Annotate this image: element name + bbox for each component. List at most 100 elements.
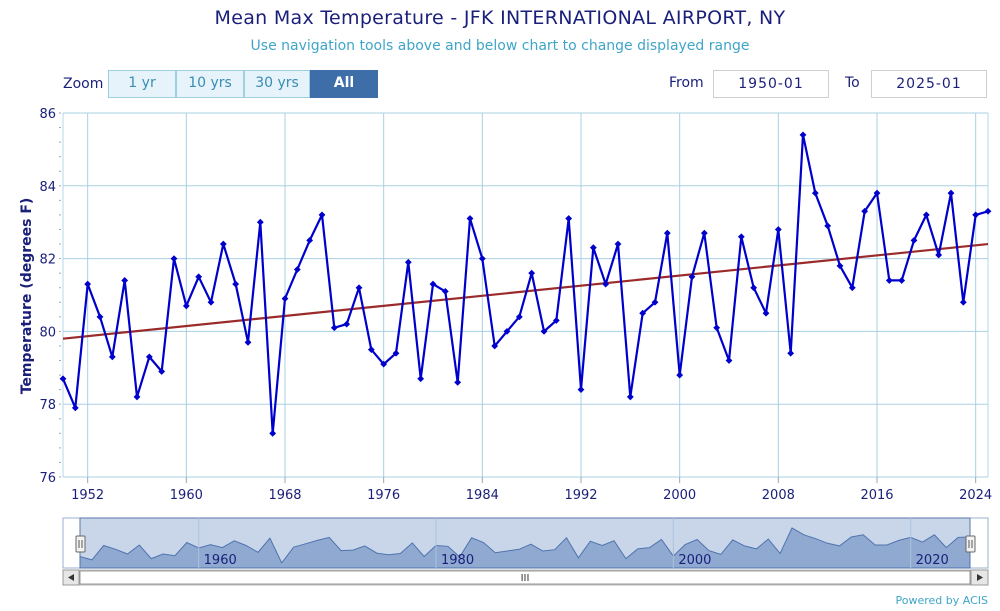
data-point bbox=[885, 277, 893, 284]
x-tick-label: 2008 bbox=[762, 488, 795, 503]
data-point bbox=[195, 273, 203, 281]
data-point bbox=[392, 349, 400, 357]
y-tick-label: 78 bbox=[39, 398, 56, 413]
data-point bbox=[429, 280, 437, 288]
navigator-right-handle[interactable] bbox=[965, 535, 976, 553]
to-date-input[interactable]: 2025-01 bbox=[871, 70, 987, 98]
data-point bbox=[133, 393, 141, 401]
x-tick-label: 1952 bbox=[71, 488, 104, 503]
data-point bbox=[528, 269, 536, 277]
data-point bbox=[170, 255, 178, 262]
x-tick-label: 1960 bbox=[170, 488, 203, 503]
data-point bbox=[466, 215, 474, 222]
data-point bbox=[552, 317, 560, 324]
data-point bbox=[602, 280, 610, 288]
credit-link[interactable]: Powered by ACIS bbox=[895, 594, 989, 607]
data-point bbox=[663, 229, 671, 237]
data-point bbox=[725, 357, 733, 364]
x-tick-label: 2024 bbox=[959, 488, 992, 503]
data-point bbox=[774, 226, 782, 233]
data-point bbox=[441, 287, 449, 295]
data-point bbox=[515, 313, 523, 321]
data-point bbox=[256, 218, 264, 226]
x-tick-label: 1968 bbox=[268, 488, 301, 503]
data-point bbox=[380, 360, 388, 368]
x-tick-label: 1992 bbox=[564, 488, 597, 503]
data-point bbox=[417, 375, 425, 383]
navigator[interactable]: 1960 1980 2000 2020 III bbox=[62, 517, 989, 586]
x-tick-label: 2000 bbox=[663, 488, 696, 503]
data-point bbox=[540, 328, 548, 335]
data-point bbox=[824, 222, 832, 230]
data-point bbox=[589, 244, 597, 252]
y-tick-label: 80 bbox=[39, 325, 56, 340]
data-point bbox=[910, 237, 918, 244]
navigator-area bbox=[79, 527, 971, 569]
zoom-1yr-button[interactable]: 1 yr bbox=[108, 70, 176, 98]
zoom-all-button[interactable]: All bbox=[310, 70, 378, 98]
data-point bbox=[799, 131, 807, 139]
y-tick-label: 82 bbox=[39, 253, 56, 268]
data-point bbox=[404, 258, 412, 266]
data-point bbox=[293, 266, 301, 273]
navigator-left-handle[interactable] bbox=[75, 535, 86, 553]
grid-layer bbox=[62, 112, 989, 478]
zoom-label: Zoom bbox=[63, 76, 104, 92]
data-point bbox=[873, 189, 881, 197]
x-tick-label: 1984 bbox=[466, 488, 499, 503]
scrollbar-grip: III bbox=[521, 573, 530, 584]
navigator-label: 2020 bbox=[916, 553, 949, 568]
data-point bbox=[811, 189, 819, 197]
data-point bbox=[232, 280, 240, 288]
y-tick-label: 76 bbox=[39, 471, 56, 486]
data-point bbox=[145, 353, 153, 361]
series-layer bbox=[59, 131, 992, 437]
navigator-label: 1960 bbox=[204, 553, 237, 568]
data-point bbox=[84, 280, 92, 288]
data-point bbox=[972, 211, 980, 219]
data-point bbox=[454, 378, 462, 386]
data-point bbox=[639, 309, 647, 317]
data-point bbox=[355, 284, 363, 292]
data-point bbox=[182, 302, 190, 310]
data-point bbox=[762, 309, 770, 317]
data-point bbox=[984, 207, 992, 215]
data-point bbox=[219, 240, 227, 248]
y-tick-label: 84 bbox=[39, 180, 56, 195]
data-point bbox=[71, 404, 79, 412]
data-point bbox=[59, 375, 67, 383]
data-point bbox=[861, 207, 869, 215]
y-tick-label: 86 bbox=[39, 107, 56, 122]
data-point bbox=[836, 262, 844, 270]
from-date-input[interactable]: 1950-01 bbox=[713, 70, 829, 98]
chart-subtitle: Use navigation tools above and below cha… bbox=[250, 38, 750, 54]
data-point bbox=[158, 368, 166, 375]
data-point bbox=[244, 338, 252, 346]
data-point bbox=[269, 429, 277, 437]
data-point bbox=[565, 215, 573, 222]
arrow-right-icon bbox=[977, 574, 983, 581]
data-point bbox=[750, 284, 758, 292]
data-point bbox=[947, 189, 955, 197]
data-point bbox=[96, 313, 104, 321]
y-axis-label: Temperature (degrees F) bbox=[19, 198, 35, 395]
data-point bbox=[651, 298, 659, 306]
scrollbar-thumb[interactable] bbox=[79, 570, 971, 585]
data-point bbox=[478, 255, 486, 262]
from-label: From bbox=[669, 75, 704, 91]
data-point bbox=[959, 298, 967, 306]
data-point bbox=[343, 320, 351, 328]
data-point bbox=[281, 295, 289, 303]
data-point bbox=[676, 371, 684, 379]
data-point bbox=[737, 233, 745, 241]
arrow-left-icon bbox=[68, 574, 74, 581]
data-point bbox=[577, 386, 585, 394]
zoom-30yrs-button[interactable]: 30 yrs bbox=[244, 70, 310, 98]
to-label: To bbox=[845, 75, 860, 91]
x-tick-label: 2016 bbox=[860, 488, 893, 503]
data-point bbox=[713, 324, 721, 332]
zoom-10yrs-button[interactable]: 10 yrs bbox=[176, 70, 244, 98]
data-point bbox=[108, 353, 116, 361]
data-point bbox=[935, 251, 943, 259]
